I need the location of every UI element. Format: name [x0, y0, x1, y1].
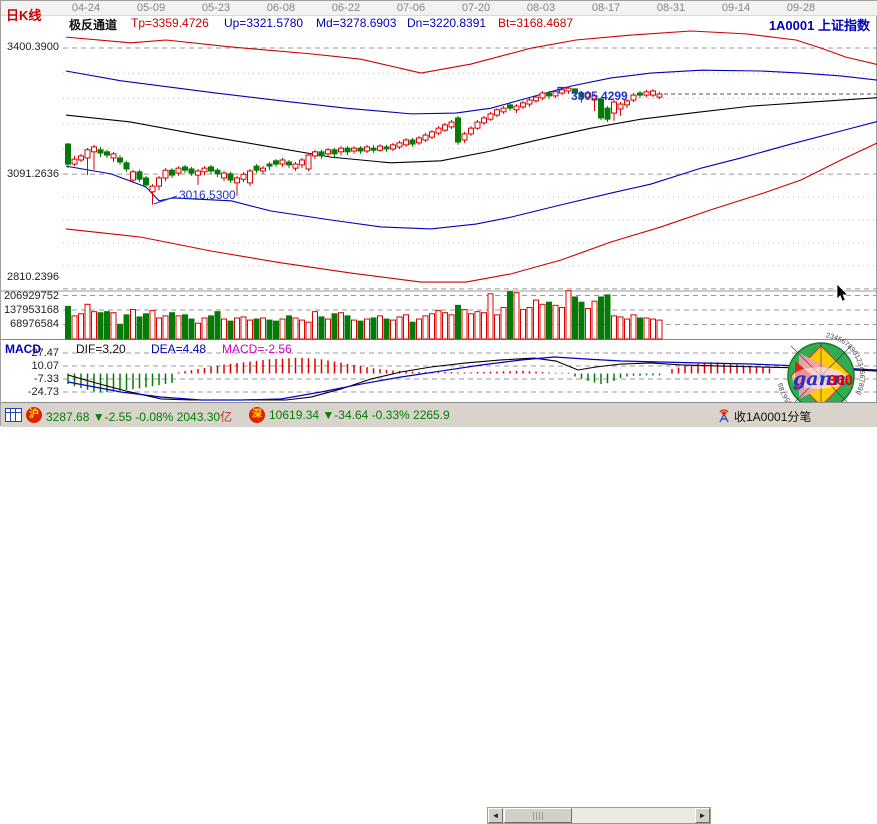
overlay-canvas: 2345678901234567890 1234567890123456789 … [778, 283, 865, 420]
macd-axis-label-4: -24.73 [27, 386, 59, 398]
volume-bars [65, 290, 663, 340]
date-tick-label: 06-22 [331, 2, 361, 14]
sh-down-arrow-icon: ▼ [92, 410, 105, 424]
sh-change: -2.55 -0.08% [104, 410, 174, 424]
sh-index: 3287.68 [46, 410, 90, 424]
sz-amount: 2265.9 [413, 408, 450, 422]
macd-histogram [67, 357, 771, 393]
shenzhen-index-quote: 10619.34 ▼-34.64 -0.33% 2265.9 [269, 408, 450, 422]
price-axis-label-2: 3091.2636 [7, 168, 59, 180]
scrollbar-thumb[interactable] [504, 808, 572, 823]
volume-axis-label-3: 68976584 [10, 318, 59, 330]
extreme-markers [153, 86, 569, 205]
date-axis: 04-24 05-09 05-23 06-08 06-22 07-06 07-20 08-03… [1, 1, 877, 16]
volume-axis-label-2: 137953168 [3, 304, 59, 316]
date-tick-label: 04-24 [71, 2, 101, 14]
sz-down-arrow-icon: ▼ [322, 408, 335, 422]
date-tick-label: 05-09 [136, 2, 166, 14]
volume-axis-label-1: 206929752 [3, 290, 59, 302]
channel-md-value: Md=3278.6903 [316, 16, 397, 30]
channel-up-value: Up=3321.5780 [224, 16, 304, 30]
date-tick-label: 08-31 [656, 2, 686, 14]
date-tick-label: 05-23 [201, 2, 231, 14]
candlesticks [65, 86, 663, 205]
channel-tp-value: Tp=3359.4726 [131, 16, 209, 30]
shenzhen-market-icon[interactable]: 深 [249, 407, 265, 423]
chart-canvas[interactable] [1, 1, 877, 427]
logo-360-text: 360 [828, 372, 853, 389]
macd-dif-value: DIF=3.20 [76, 342, 126, 356]
dea-line [67, 356, 877, 401]
logo-gann-text: gann [793, 368, 846, 390]
shanghai-index-quote: 3287.68 ▼-2.55 -0.08% 2043.30亿 [46, 408, 232, 425]
channel-dn-value: Dn=3220.8391 [407, 16, 487, 30]
sh-amount-unit: 亿 [220, 410, 233, 424]
date-tick-label: 06-08 [266, 2, 296, 14]
date-tick-label: 07-06 [396, 2, 426, 14]
sz-change: -34.64 -0.33% [334, 408, 410, 422]
indicator-name[interactable]: 极反通道 [69, 18, 118, 32]
horizontal-scrollbar[interactable]: ◄ ► [487, 807, 711, 824]
price-axis-label-1: 3400.3900 [7, 41, 59, 53]
channel-lines [65, 30, 877, 283]
date-tick-label: 09-14 [721, 2, 751, 14]
calendar-icon[interactable] [5, 408, 22, 422]
sz-index: 10619.34 [269, 408, 320, 422]
date-tick-label: 09-28 [786, 2, 816, 14]
status-bar: 沪 3287.68 ▼-2.55 -0.08% 2043.30亿 深 10619… [1, 402, 877, 824]
feed-status-text: 收1A0001分笔 [734, 410, 812, 424]
period-label[interactable]: 日K线 [6, 8, 42, 23]
scroll-right-button[interactable]: ► [695, 808, 710, 823]
sh-amount: 2043.30 [176, 410, 221, 424]
symbol-title: 1A0001 上证指数 [769, 15, 870, 34]
symbol-code: 1A0001 [768, 18, 815, 33]
data-feed-antenna-icon[interactable] [717, 407, 731, 423]
low-price-annotation: 3016.5300 [179, 188, 236, 202]
shanghai-market-icon[interactable]: 沪 [26, 407, 42, 423]
mouse-cursor [836, 283, 849, 302]
macd-dea-value: DEA=4.48 [151, 342, 207, 356]
price-axis-label-3: 2810.2396 [7, 271, 59, 283]
scroll-left-button[interactable]: ◄ [488, 808, 503, 823]
macd-axis-label-1: 27.47 [31, 347, 59, 359]
date-tick-label: 08-17 [591, 2, 621, 14]
scrollbar-grip [533, 812, 543, 820]
date-tick-label: 07-20 [461, 2, 491, 14]
date-tick-label: 08-03 [526, 2, 556, 14]
high-price-annotation: 3305.4299 [571, 89, 628, 103]
macd-axis-label-3: -7.33 [33, 373, 59, 385]
macd-macd-value: MACD=-2.56 [222, 342, 292, 356]
channel-bt-value: Bt=3168.4687 [498, 16, 574, 30]
macd-pane-title: MACD [5, 342, 41, 356]
macd-axis-label-2: 10.07 [31, 360, 59, 372]
symbol-name: 上证指数 [817, 18, 870, 33]
